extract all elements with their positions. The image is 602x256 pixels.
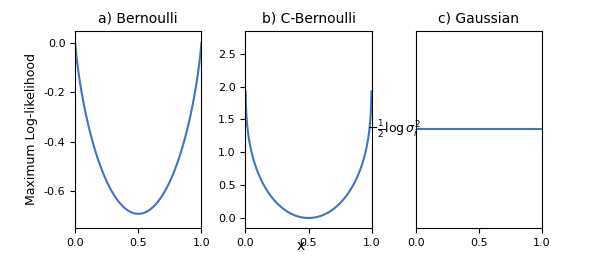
Y-axis label: Maximum Log-likelihood: Maximum Log-likelihood: [25, 53, 38, 205]
Text: x: x: [297, 239, 305, 253]
Title: b) C-Bernoulli: b) C-Bernoulli: [261, 11, 356, 25]
Text: $-\frac{1}{2}\log\sigma_i^2$: $-\frac{1}{2}\log\sigma_i^2$: [367, 118, 421, 140]
Title: a) Bernoulli: a) Bernoulli: [99, 11, 178, 25]
Title: c) Gaussian: c) Gaussian: [438, 11, 520, 25]
